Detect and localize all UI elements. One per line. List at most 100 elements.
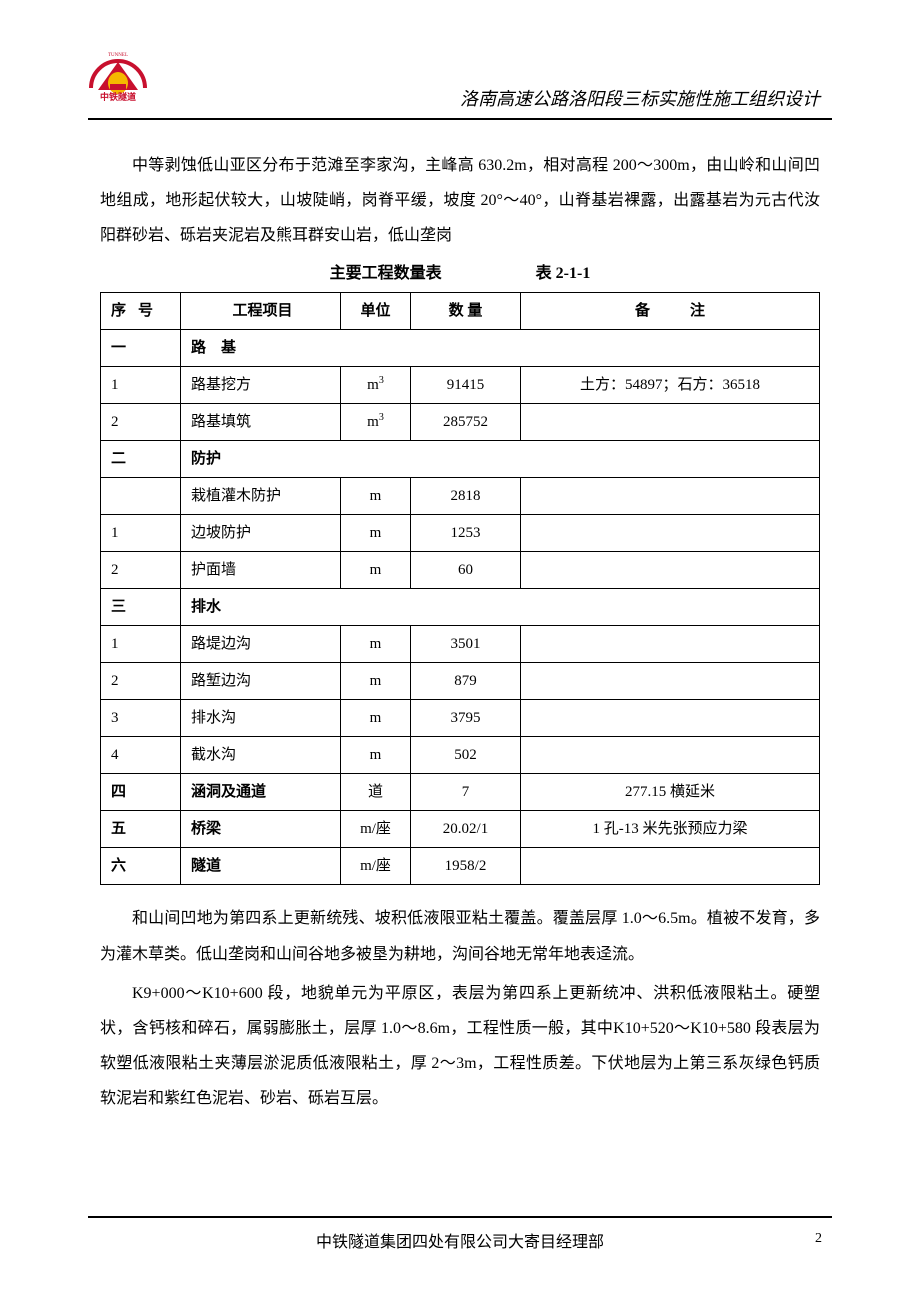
cell-note	[521, 478, 820, 515]
cell-item: 栽植灌木防护	[181, 478, 341, 515]
cell-qty: 3795	[411, 700, 521, 737]
cell-unit: m	[341, 552, 411, 589]
logo-cn-text: 中铁隧道	[100, 91, 136, 102]
cell-item: 桥梁	[181, 811, 341, 848]
cell-seq: 2	[101, 404, 181, 441]
cell-note: 1 孔-13 米先张预应力梁	[521, 811, 820, 848]
table-row: 栽植灌木防护m2818	[101, 478, 820, 515]
logo: TUNNEL 中铁隧道	[88, 48, 148, 103]
cell-item: 路基挖方	[181, 367, 341, 404]
cell-item: 路基填筑	[181, 404, 341, 441]
cell-seq: 1	[101, 515, 181, 552]
cell-note	[521, 552, 820, 589]
main-content: 中等剥蚀低山亚区分布于范滩至李家沟，主峰高 630.2m，相对高程 200～30…	[100, 148, 820, 1120]
footer-text: 中铁隧道集团四处有限公司大寄目经理部	[316, 1234, 604, 1251]
th-qty: 数 量	[411, 293, 521, 330]
cell-note	[521, 626, 820, 663]
caption-right: 表 2-1-1	[536, 260, 591, 289]
cell-seq: 3	[101, 700, 181, 737]
table-row: 1路基挖方m391415土方：54897；石方：36518	[101, 367, 820, 404]
cell-seq: 二	[101, 441, 181, 478]
cell-unit: m3	[341, 404, 411, 441]
cell-seq	[101, 478, 181, 515]
table-row: 2路基填筑m3285752	[101, 404, 820, 441]
th-item: 工程项目	[181, 293, 341, 330]
cell-seq: 四	[101, 774, 181, 811]
cell-seq: 4	[101, 737, 181, 774]
footer: 中铁隧道集团四处有限公司大寄目经理部 2	[88, 1228, 832, 1252]
cell-item: 涵洞及通道	[181, 774, 341, 811]
cell-unit: 道	[341, 774, 411, 811]
cell-seq: 2	[101, 663, 181, 700]
cell-item: 路堤边沟	[181, 626, 341, 663]
cell-qty: 7	[411, 774, 521, 811]
table-row: 四涵洞及通道道7277.15 横延米	[101, 774, 820, 811]
cell-section: 防护	[181, 441, 820, 478]
cell-qty: 879	[411, 663, 521, 700]
table-caption: 主要工程数量表 表 2-1-1	[100, 260, 820, 289]
paragraph-1: 中等剥蚀低山亚区分布于范滩至李家沟，主峰高 630.2m，相对高程 200～30…	[100, 148, 820, 254]
cell-unit: m	[341, 515, 411, 552]
paragraph-3: K9+000～K10+600 段，地貌单元为平原区，表层为第四系上更新统冲、洪积…	[100, 976, 820, 1117]
cell-seq: 一	[101, 330, 181, 367]
cell-unit: m	[341, 737, 411, 774]
cell-section: 排水	[181, 589, 820, 626]
cell-note	[521, 700, 820, 737]
cell-qty: 502	[411, 737, 521, 774]
cell-qty: 2818	[411, 478, 521, 515]
cell-note: 277.15 横延米	[521, 774, 820, 811]
cell-note	[521, 404, 820, 441]
table-row: 三排水	[101, 589, 820, 626]
table-row: 4截水沟m502	[101, 737, 820, 774]
table-header-row: 序号 工程项目 单位 数 量 备注	[101, 293, 820, 330]
cell-qty: 91415	[411, 367, 521, 404]
table-row: 3排水沟m3795	[101, 700, 820, 737]
cell-qty: 285752	[411, 404, 521, 441]
cell-unit: m	[341, 478, 411, 515]
table-row: 2护面墙m60	[101, 552, 820, 589]
cell-unit: m	[341, 626, 411, 663]
th-unit: 单位	[341, 293, 411, 330]
cell-unit: m/座	[341, 848, 411, 885]
table-row: 2路堑边沟m879	[101, 663, 820, 700]
cell-note	[521, 663, 820, 700]
cell-qty: 1958/2	[411, 848, 521, 885]
cell-unit: m3	[341, 367, 411, 404]
cell-seq: 2	[101, 552, 181, 589]
cell-item: 截水沟	[181, 737, 341, 774]
th-seq: 序号	[101, 293, 181, 330]
cell-item: 路堑边沟	[181, 663, 341, 700]
table-row: 1路堤边沟m3501	[101, 626, 820, 663]
cell-seq: 1	[101, 367, 181, 404]
cell-seq: 三	[101, 589, 181, 626]
header-title: 洛南高速公路洛阳段三标实施性施工组织设计	[460, 85, 820, 111]
cell-item: 边坡防护	[181, 515, 341, 552]
footer-divider	[88, 1216, 832, 1218]
quantity-table: 序号 工程项目 单位 数 量 备注 一路 基1路基挖方m391415土方：548…	[100, 292, 820, 885]
cell-item: 隧道	[181, 848, 341, 885]
cell-seq: 六	[101, 848, 181, 885]
cell-note	[521, 737, 820, 774]
page-number: 2	[815, 1231, 822, 1247]
cell-note	[521, 515, 820, 552]
caption-left: 主要工程数量表	[330, 260, 442, 289]
table-body: 一路 基1路基挖方m391415土方：54897；石方：365182路基填筑m3…	[101, 330, 820, 885]
table-row: 一路 基	[101, 330, 820, 367]
table-row: 1边坡防护m1253	[101, 515, 820, 552]
cell-item: 护面墙	[181, 552, 341, 589]
header-divider	[88, 118, 832, 120]
table-row: 六隧道m/座1958/2	[101, 848, 820, 885]
paragraph-2: 和山间凹地为第四系上更新统残、坡积低液限亚粘土覆盖。覆盖层厚 1.0～6.5m。…	[100, 901, 820, 971]
cell-seq: 1	[101, 626, 181, 663]
cell-qty: 60	[411, 552, 521, 589]
cell-note	[521, 848, 820, 885]
cell-section: 路 基	[181, 330, 820, 367]
cell-seq: 五	[101, 811, 181, 848]
cell-qty: 3501	[411, 626, 521, 663]
table-row: 五桥梁m/座20.02/11 孔-13 米先张预应力梁	[101, 811, 820, 848]
cell-qty: 1253	[411, 515, 521, 552]
cell-unit: m	[341, 663, 411, 700]
cell-qty: 20.02/1	[411, 811, 521, 848]
th-note: 备注	[521, 293, 820, 330]
cell-unit: m	[341, 700, 411, 737]
